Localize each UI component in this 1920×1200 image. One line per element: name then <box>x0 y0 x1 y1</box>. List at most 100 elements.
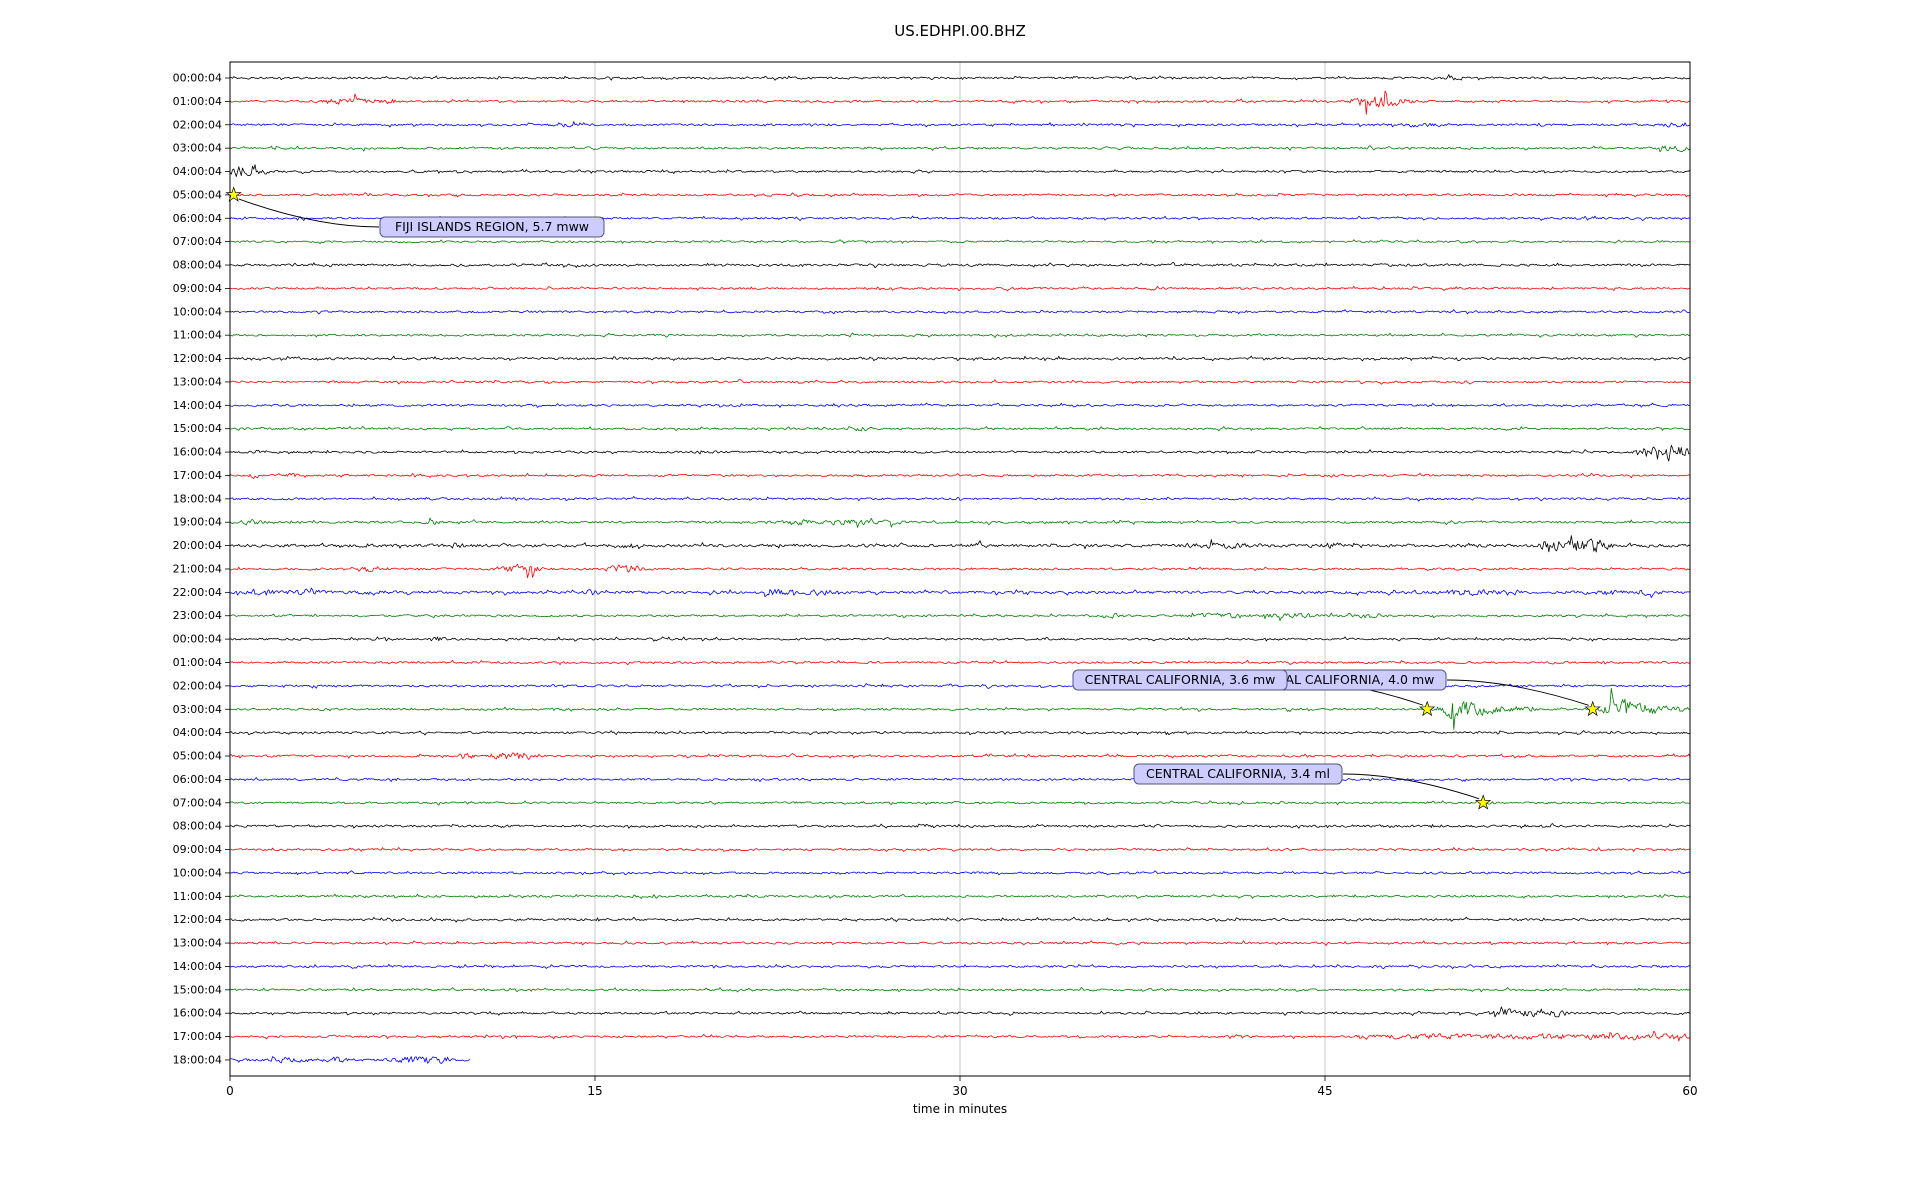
y-axis-label: 07:00:04 <box>173 796 222 809</box>
trace-row <box>229 426 1691 432</box>
y-axis-label: 03:00:04 <box>173 142 222 155</box>
y-axis-label: 10:00:04 <box>173 305 222 318</box>
trace-row <box>229 659 1691 666</box>
trace-row <box>229 636 1691 642</box>
event-star-icon <box>1419 700 1436 717</box>
y-axis-label: 06:00:04 <box>173 212 222 225</box>
y-axis-label: 04:00:04 <box>173 726 222 739</box>
event-label: CENTRAL CALIFORNIA, 3.6 mw <box>1085 672 1276 687</box>
trace-row <box>229 776 1691 783</box>
y-axis-label: 08:00:04 <box>173 259 222 272</box>
trace-row <box>229 587 1691 598</box>
trace-row <box>229 847 1691 852</box>
trace-row <box>229 444 1691 462</box>
y-axis-label: 06:00:04 <box>173 773 222 786</box>
y-axis-label: 07:00:04 <box>173 235 222 248</box>
trace-row <box>229 496 1691 502</box>
y-axis-label: 02:00:04 <box>173 118 222 131</box>
trace-row <box>229 74 1691 81</box>
y-axis-label: 17:00:04 <box>173 1030 222 1043</box>
event-star-icon <box>1474 794 1492 810</box>
trace-row <box>229 823 1691 829</box>
chart-title: US.EDHPI.00.BHZ <box>894 22 1026 40</box>
y-axis-layer: 00:00:04 01:00:04 02:00:04 03:00:04 04:00:04… <box>173 72 230 1066</box>
y-axis-label: 15:00:04 <box>173 983 222 996</box>
y-axis-label: 01:00:04 <box>173 95 222 108</box>
trace-row <box>229 893 1691 899</box>
y-axis-label: 00:00:04 <box>173 633 222 646</box>
trace-row <box>229 472 1691 479</box>
x-tick-label: 0 <box>226 1084 234 1098</box>
y-axis-label: 10:00:04 <box>173 866 222 879</box>
y-axis-label: 11:00:04 <box>173 329 222 342</box>
y-axis-label: 18:00:04 <box>173 492 222 505</box>
event-label-box <box>379 216 605 238</box>
y-axis-label: 14:00:04 <box>173 960 222 973</box>
y-axis-label: 19:00:04 <box>173 516 222 529</box>
trace-row <box>229 683 1691 689</box>
x-axis-layer: 0 15 30 45 60 <box>226 1076 1698 1098</box>
event-star-icon <box>225 186 242 202</box>
trace-row <box>229 192 1691 198</box>
event-label: CENTRAL CALIFORNIA, 4.0 mw <box>1244 672 1435 687</box>
trace-row <box>229 752 1691 760</box>
trace-row <box>229 987 1691 993</box>
y-axis-label: 09:00:04 <box>173 282 222 295</box>
event-connector <box>1446 679 1589 706</box>
x-tick-label: 30 <box>952 1084 967 1098</box>
trace-row <box>229 309 1691 315</box>
event-label-box <box>1133 763 1343 785</box>
trace-row <box>229 285 1691 292</box>
y-axis-label: 16:00:04 <box>173 1007 222 1020</box>
trace-row <box>229 121 1691 128</box>
trace-row <box>229 730 1691 736</box>
y-axis-label: 01:00:04 <box>173 656 222 669</box>
trace-row <box>229 1056 471 1064</box>
x-tick-label: 60 <box>1682 1084 1697 1098</box>
event-label: FIJI ISLANDS REGION, 5.7 mww <box>395 219 589 234</box>
traces-layer <box>229 74 1691 1064</box>
trace-row <box>229 1006 1691 1018</box>
event-connector <box>1342 773 1480 800</box>
y-axis-label: 04:00:04 <box>173 165 222 178</box>
y-axis-label: 17:00:04 <box>173 469 222 482</box>
y-axis-label: 16:00:04 <box>173 446 222 459</box>
trace-row <box>229 916 1691 923</box>
y-axis-label: 21:00:04 <box>173 562 222 575</box>
x-tick-label: 45 <box>1317 1084 1332 1098</box>
y-axis-label: 05:00:04 <box>173 750 222 763</box>
event-label-box <box>1072 669 1288 691</box>
trace-row <box>229 535 1691 553</box>
trace-row <box>229 378 1691 385</box>
trace-row <box>229 332 1691 338</box>
y-axis-label: 20:00:04 <box>173 539 222 552</box>
y-axis-label: 09:00:04 <box>173 843 222 856</box>
trace-row <box>229 687 1691 730</box>
y-axis-label: 22:00:04 <box>173 586 222 599</box>
trace-row <box>229 355 1691 362</box>
y-axis-label: 05:00:04 <box>173 188 222 201</box>
trace-row <box>229 940 1691 946</box>
x-tick-label: 15 <box>587 1084 602 1098</box>
y-axis-label: 13:00:04 <box>173 937 222 950</box>
event-label: CENTRAL CALIFORNIA, 3.4 ml <box>1146 766 1330 781</box>
y-axis-label: 13:00:04 <box>173 375 222 388</box>
y-axis-label: 12:00:04 <box>173 913 222 926</box>
event-connector <box>238 198 380 228</box>
trace-row <box>229 800 1691 806</box>
y-axis-label: 23:00:04 <box>173 609 222 622</box>
trace-row <box>229 239 1691 245</box>
y-axis-label: 08:00:04 <box>173 820 222 833</box>
y-axis-label: 18:00:04 <box>173 1053 222 1066</box>
trace-row <box>229 402 1691 408</box>
y-axis-label: 03:00:04 <box>173 703 222 716</box>
y-axis-label: 14:00:04 <box>173 399 222 412</box>
trace-row <box>229 612 1691 622</box>
y-axis-label: 00:00:04 <box>173 72 222 85</box>
trace-row <box>230 563 1691 578</box>
event-star-icon <box>1584 700 1601 717</box>
trace-row <box>229 870 1691 876</box>
trace-row <box>229 963 1691 970</box>
